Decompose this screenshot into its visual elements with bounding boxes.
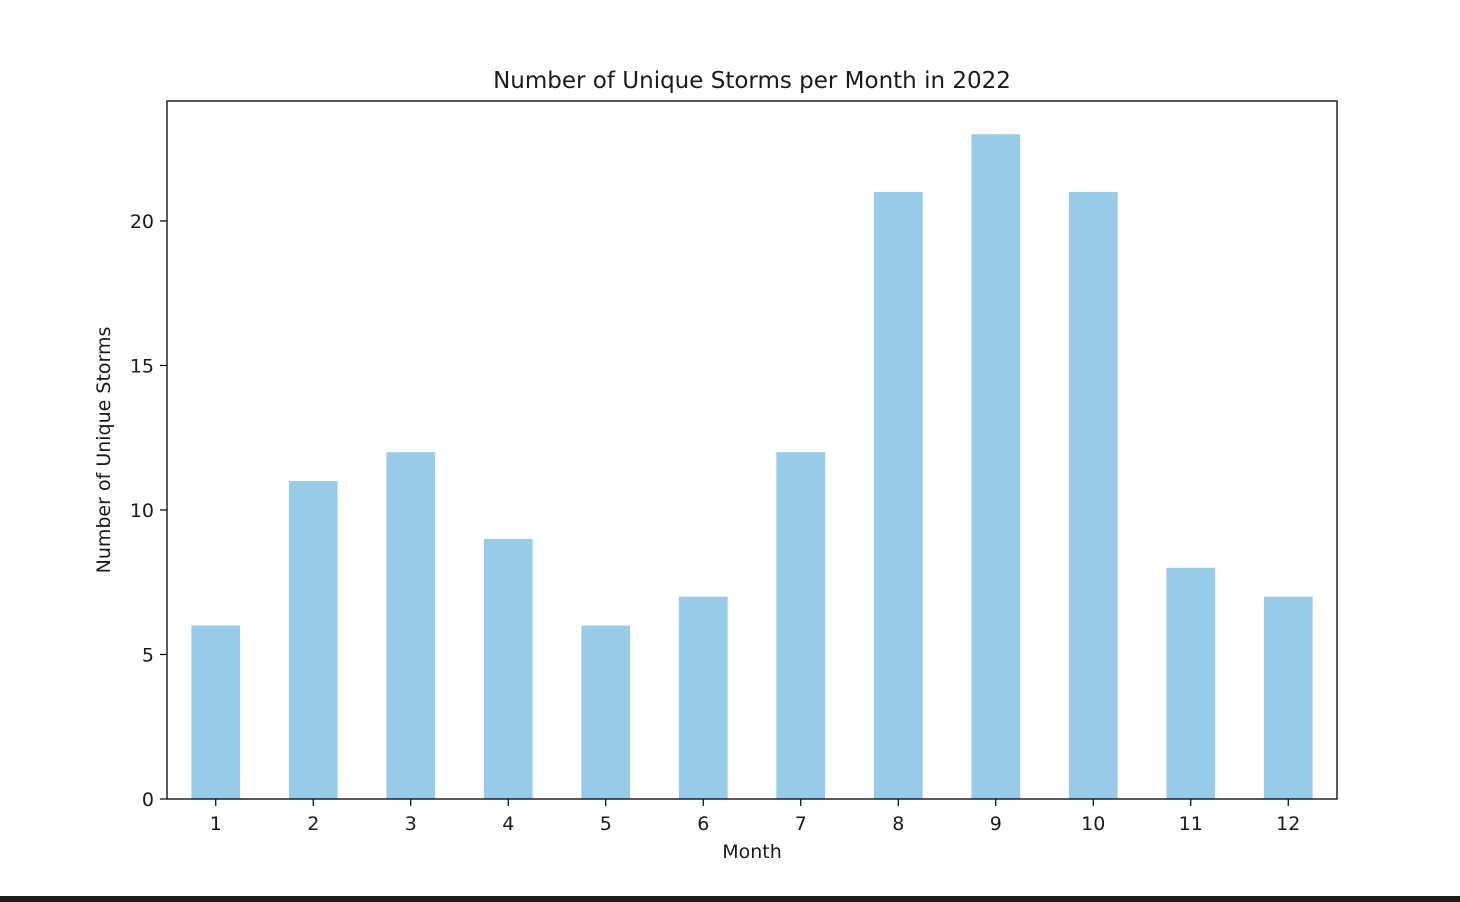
- window-bottom-edge: [0, 896, 1460, 902]
- bar-month-2: [288, 481, 338, 799]
- bar-month-12: [1263, 596, 1313, 799]
- x-tick-label: 6: [697, 813, 709, 835]
- bar-month-7: [776, 452, 826, 799]
- bar-month-3: [386, 452, 436, 799]
- x-tick-label: 4: [502, 813, 514, 835]
- y-tick-label: 0: [142, 789, 154, 811]
- x-tick-label: 3: [405, 813, 417, 835]
- bar-month-6: [678, 596, 728, 799]
- y-axis-ticks: 0 5 10 15 20: [130, 211, 167, 811]
- bars-group: [191, 134, 1313, 800]
- x-axis-label: Month: [722, 841, 782, 863]
- x-tick-label: 5: [600, 813, 612, 835]
- x-tick-label: 7: [795, 813, 807, 835]
- y-tick-label: 20: [130, 211, 154, 233]
- y-tick-label: 15: [130, 355, 154, 377]
- bar-month-4: [483, 538, 533, 799]
- chart-title: Number of Unique Storms per Month in 202…: [493, 68, 1011, 94]
- y-tick-label: 5: [142, 644, 154, 666]
- x-tick-label: 8: [892, 813, 904, 835]
- x-tick-label: 1: [210, 813, 222, 835]
- x-tick-label: 2: [307, 813, 319, 835]
- y-axis-label: Number of Unique Storms: [93, 327, 115, 574]
- axes-frame: [166, 100, 1338, 800]
- x-axis-ticks: 1 2 3 4 5 6 7 8 9 10 11 12: [210, 799, 1300, 835]
- bar-month-11: [1166, 567, 1216, 799]
- x-tick-label: 11: [1179, 813, 1203, 835]
- bar-month-1: [191, 625, 241, 799]
- bar-month-8: [873, 192, 923, 800]
- bar-month-9: [971, 134, 1021, 799]
- x-tick-label: 9: [990, 813, 1002, 835]
- x-tick-label: 12: [1276, 813, 1300, 835]
- y-tick-label: 10: [130, 500, 154, 522]
- bar-month-10: [1068, 192, 1118, 800]
- x-tick-label: 10: [1081, 813, 1105, 835]
- bar-month-5: [581, 625, 631, 799]
